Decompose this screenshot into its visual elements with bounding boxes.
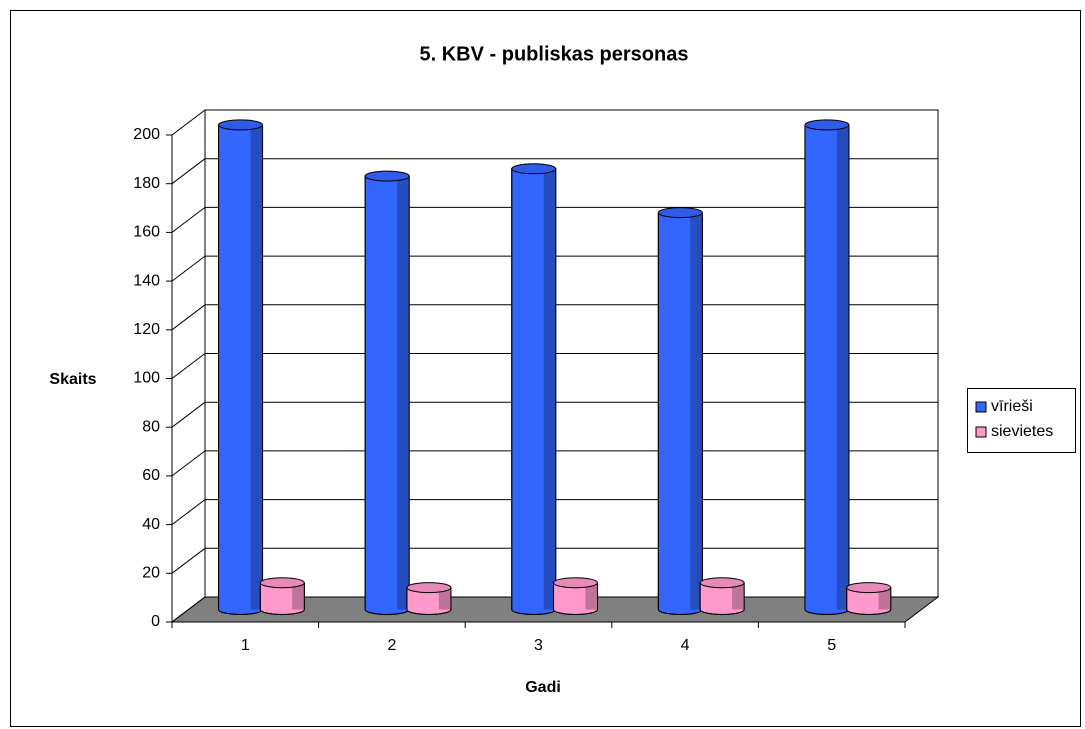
- y-axis-label: Skaits: [49, 371, 96, 388]
- y-tick-label: 0: [151, 613, 160, 630]
- bar-part: [259, 577, 305, 589]
- bar-part: [699, 577, 745, 589]
- legend: [967, 388, 1076, 453]
- bar: [259, 577, 305, 615]
- y-tick-label: 180: [133, 175, 160, 192]
- grid-line: [171, 353, 206, 379]
- y-tick-label: 80: [142, 418, 160, 435]
- grid-line: [171, 499, 206, 525]
- bar-part: [397, 176, 410, 610]
- bar-part: [543, 168, 556, 610]
- grid-line: [171, 401, 206, 428]
- y-tick-label: 200: [133, 126, 160, 143]
- bar-part: [585, 582, 598, 610]
- legend-swatch: [975, 401, 987, 413]
- bar-part: [292, 582, 305, 610]
- bar-part: [218, 119, 264, 131]
- bar-part: [438, 587, 451, 610]
- bar: [657, 207, 703, 615]
- bar-part: [836, 124, 849, 610]
- legend-label: vīrieši: [991, 398, 1033, 415]
- bar-part: [878, 587, 891, 610]
- x-tick-label: 2: [387, 637, 396, 654]
- grid-line: [171, 207, 206, 233]
- grid-line: [171, 255, 206, 282]
- legend-swatch: [975, 426, 987, 438]
- bar: [553, 577, 599, 615]
- bar-part: [690, 212, 703, 610]
- y-tick-label: 60: [142, 467, 160, 484]
- bar-part: [699, 582, 745, 615]
- y-tick-label: 20: [142, 565, 160, 582]
- bar: [364, 170, 410, 615]
- grid-line: [171, 304, 206, 331]
- y-tick-label: 100: [133, 370, 160, 387]
- bar: [846, 582, 892, 615]
- bar-part: [250, 124, 263, 610]
- y-tick-label: 140: [133, 272, 160, 289]
- bar-part: [846, 582, 892, 594]
- bar-part: [406, 587, 452, 615]
- bar: [804, 119, 850, 615]
- chart-title: 5. KBV - publiskas personas: [420, 43, 689, 65]
- bar-part: [259, 582, 305, 615]
- y-tick-label: 120: [133, 321, 160, 338]
- bar-part: [406, 582, 452, 594]
- legend-label: sievietes: [991, 423, 1053, 440]
- bar-part: [364, 170, 410, 182]
- bar: [699, 577, 745, 615]
- grid-line: [171, 109, 206, 136]
- bar-part: [553, 582, 599, 615]
- bar-part: [553, 577, 599, 589]
- grid-line: [171, 547, 206, 574]
- x-tick-label: 4: [681, 637, 690, 654]
- x-tick-label: 1: [241, 637, 250, 654]
- y-tick-label: 160: [133, 224, 160, 241]
- x-tick-label: 5: [827, 637, 836, 654]
- bar-part: [732, 582, 745, 610]
- grid-line: [171, 596, 206, 623]
- bar-part: [804, 119, 850, 131]
- bar-part: [846, 587, 892, 615]
- bar: [218, 119, 264, 615]
- grid-line: [171, 158, 206, 185]
- x-tick-label: 3: [534, 637, 543, 654]
- bar-part: [511, 163, 557, 175]
- y-tick-label: 40: [142, 516, 160, 533]
- bar-part: [657, 207, 703, 219]
- grid-line: [171, 450, 206, 477]
- x-axis-label: Gadi: [525, 679, 561, 696]
- bar: [406, 582, 452, 615]
- bar: [511, 163, 557, 615]
